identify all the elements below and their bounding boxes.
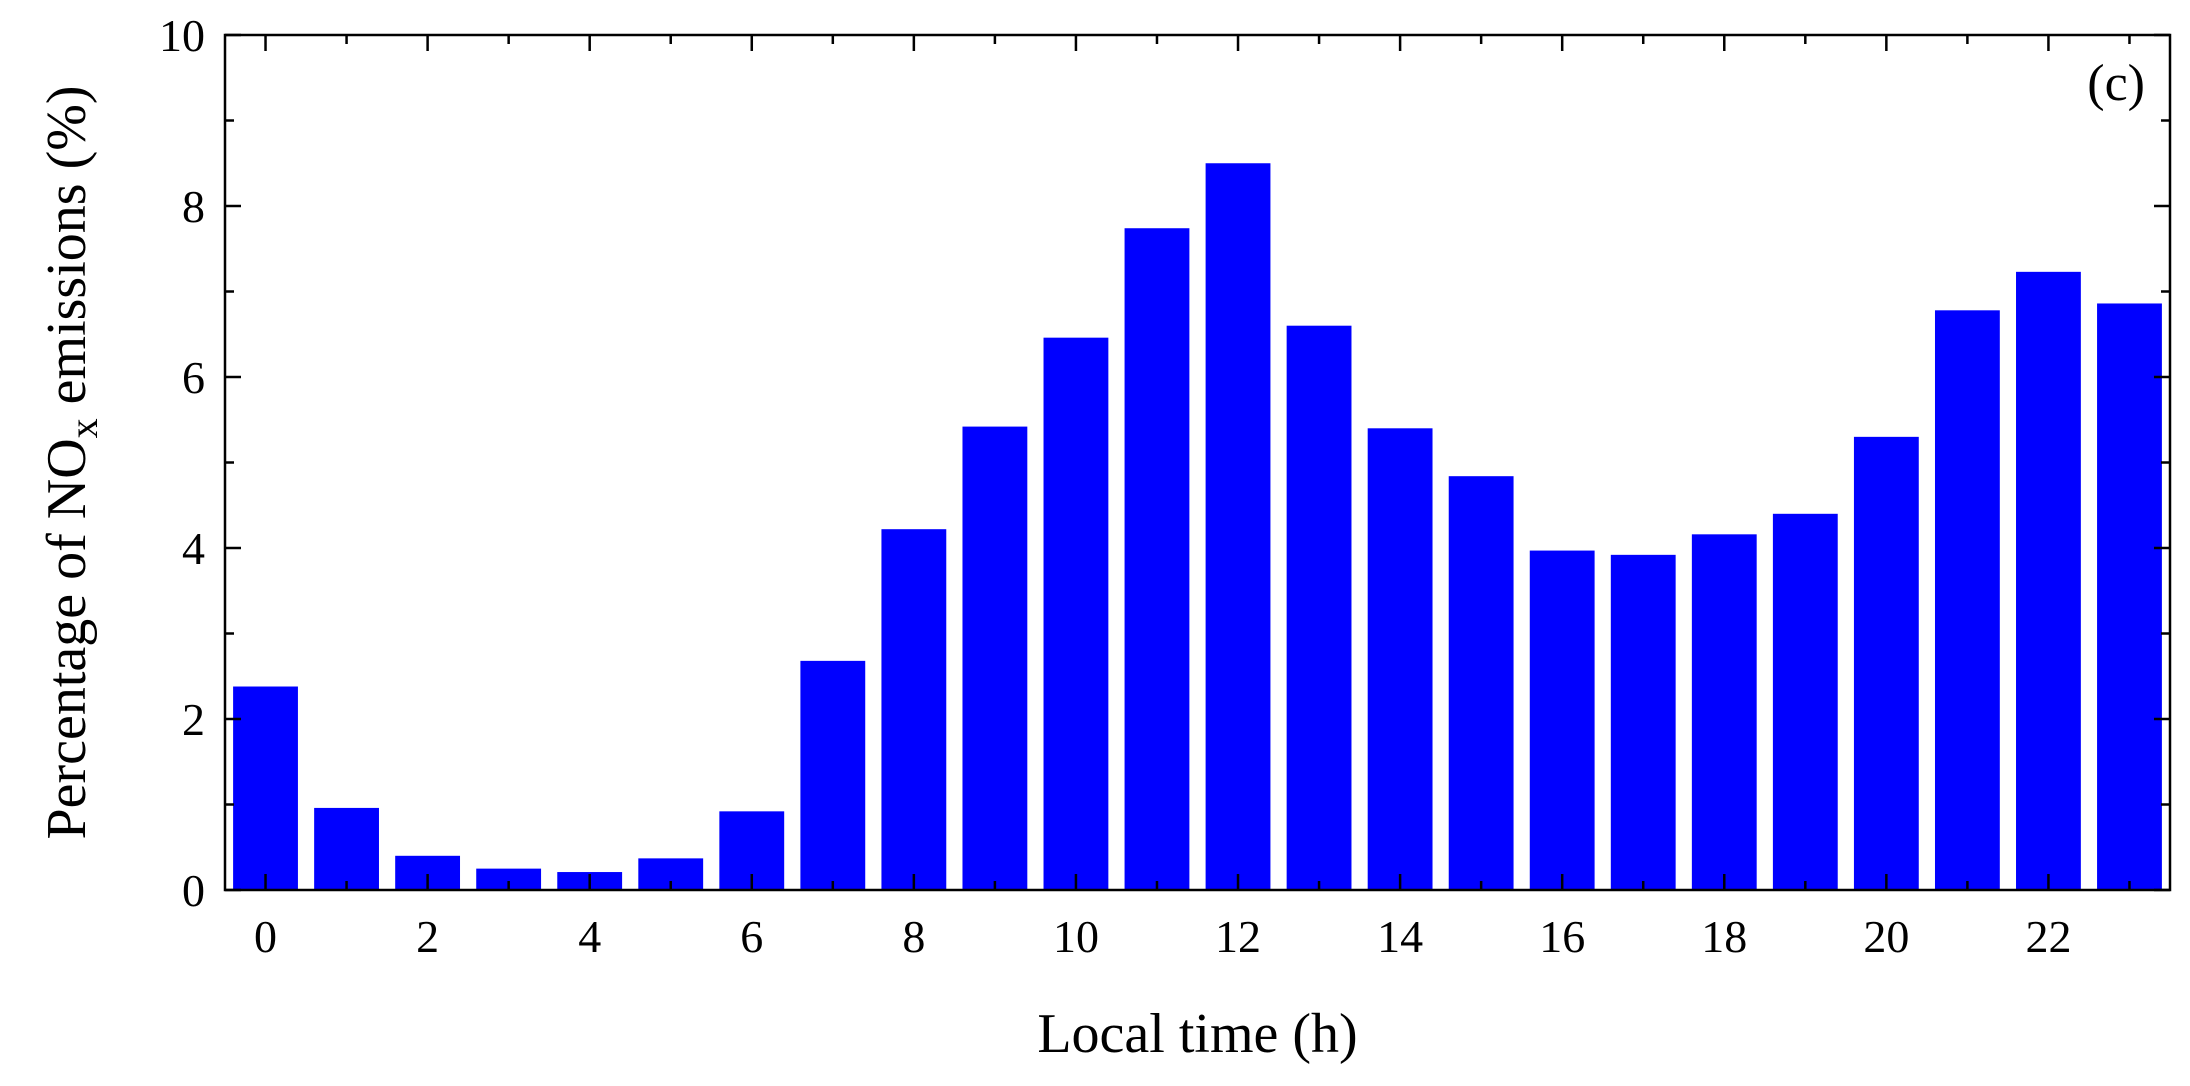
bar-hour-18 bbox=[1691, 534, 1757, 890]
bar-hour-16 bbox=[1529, 550, 1595, 890]
bar-hour-1 bbox=[314, 807, 379, 890]
bars-group bbox=[233, 163, 2162, 891]
x-tick-label-0: 0 bbox=[254, 911, 277, 962]
y-axis-title: Percentage of NOx emissions (%) bbox=[36, 85, 106, 839]
bar-hour-8 bbox=[881, 529, 947, 890]
bar-hour-10 bbox=[1043, 337, 1109, 890]
bar-hour-9 bbox=[962, 426, 1028, 890]
x-tick-label-10: 10 bbox=[1053, 911, 1099, 962]
bar-hour-7 bbox=[800, 660, 866, 890]
bar-hour-21 bbox=[1934, 310, 2000, 890]
ticks-group: 0 2 4 6 8 10 12 14 16 18 20 22 0 2 4 6 8 10 bbox=[159, 10, 2170, 962]
x-axis-title: Local time (h) bbox=[1037, 1003, 1357, 1065]
x-tick-label-12: 12 bbox=[1215, 911, 1261, 962]
x-tick-label-14: 14 bbox=[1377, 911, 1423, 962]
x-tick-label-20: 20 bbox=[1863, 911, 1909, 962]
y-tick-label-0: 0 bbox=[182, 865, 205, 916]
bar-hour-14 bbox=[1367, 428, 1433, 890]
x-tick-label-8: 8 bbox=[902, 911, 925, 962]
x-tick-label-22: 22 bbox=[2025, 911, 2071, 962]
y-tick-label-10: 10 bbox=[159, 10, 205, 61]
y-axis-title-suffix: emissions (%) bbox=[36, 85, 98, 418]
bar-hour-12 bbox=[1205, 163, 1271, 890]
y-tick-label-6: 6 bbox=[182, 352, 205, 403]
bar-hour-13 bbox=[1286, 325, 1352, 890]
bar-hour-20 bbox=[1853, 436, 1919, 890]
bar-hour-15 bbox=[1448, 476, 1514, 890]
bar-hour-11 bbox=[1124, 228, 1190, 891]
x-tick-label-6: 6 bbox=[740, 911, 763, 962]
bar-hour-0 bbox=[233, 686, 298, 890]
y-tick-label-8: 8 bbox=[182, 181, 205, 232]
y-axis-title-subscript: x bbox=[61, 418, 106, 438]
x-tick-label-2: 2 bbox=[416, 911, 439, 962]
bar-hour-3 bbox=[476, 868, 542, 890]
x-tick-label-4: 4 bbox=[578, 911, 601, 962]
y-axis-title-prefix: Percentage of NO bbox=[36, 438, 98, 839]
bar-hour-22 bbox=[2016, 271, 2081, 891]
y-tick-label-4: 4 bbox=[182, 523, 205, 574]
y-tick-label-2: 2 bbox=[182, 694, 205, 745]
x-tick-label-16: 16 bbox=[1539, 911, 1585, 962]
bar-hour-19 bbox=[1772, 513, 1838, 890]
bar-hour-17 bbox=[1610, 554, 1676, 890]
bar-hour-23 bbox=[2097, 303, 2162, 891]
x-tick-label-18: 18 bbox=[1701, 911, 1747, 962]
panel-label: (c) bbox=[2087, 55, 2145, 112]
